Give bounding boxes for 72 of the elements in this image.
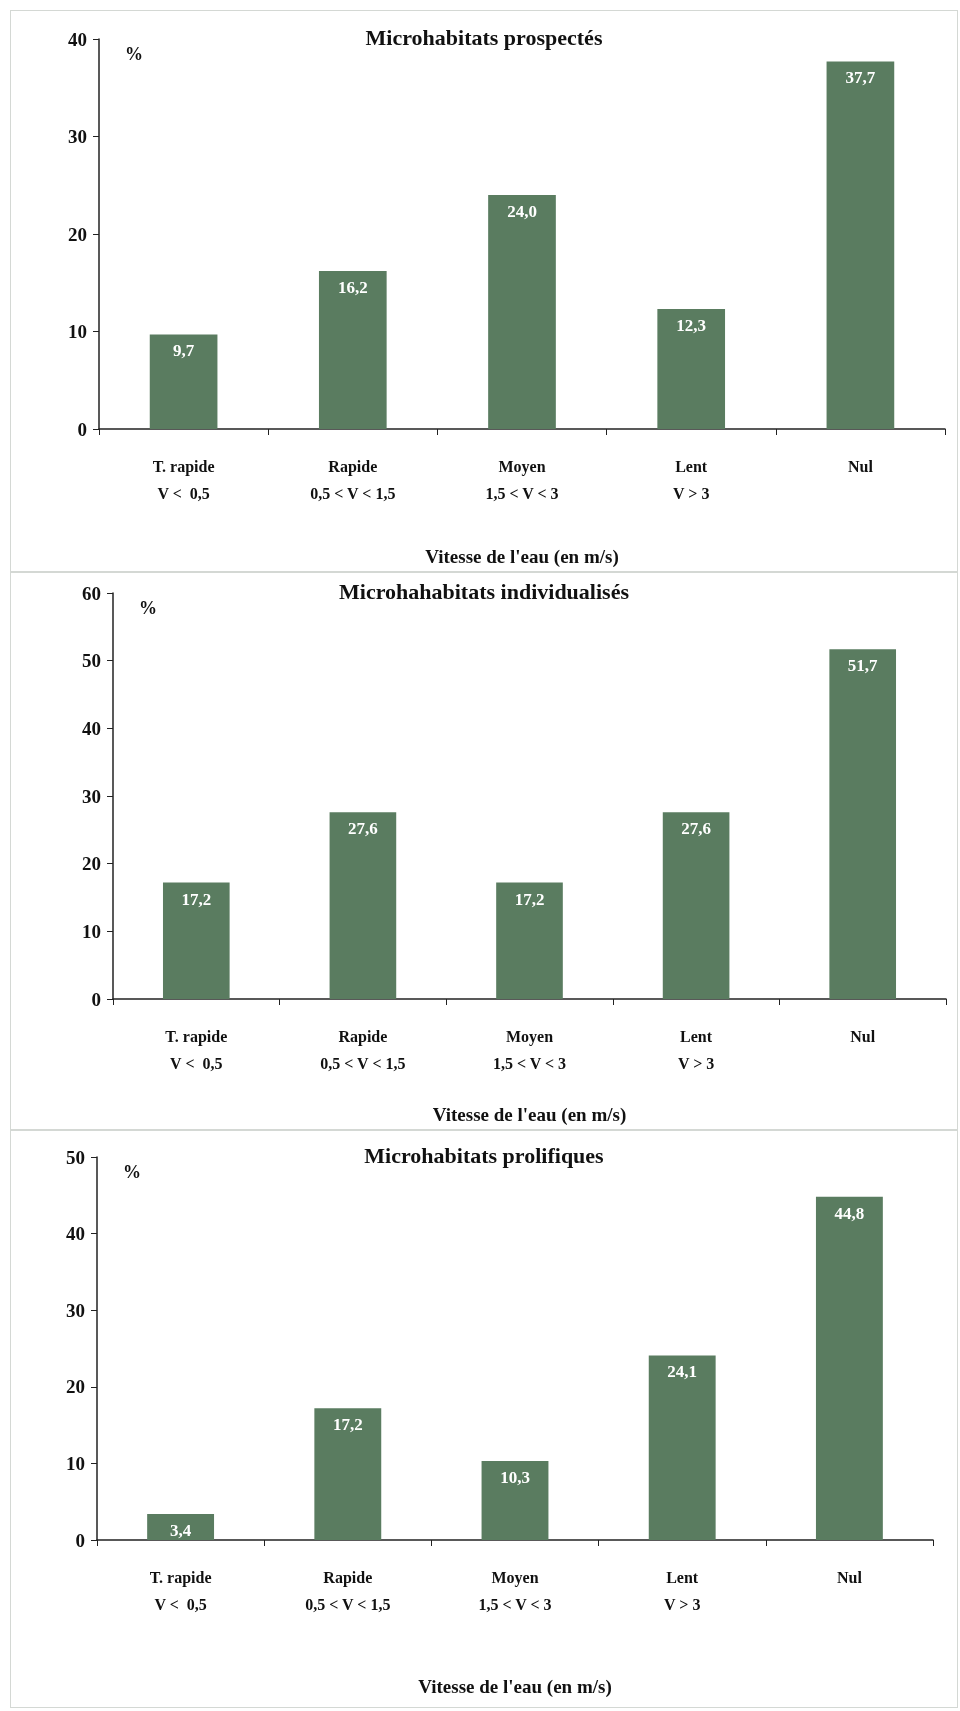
chart-title: Microhabitats prolifiques [364, 1142, 605, 1168]
bar [318, 271, 387, 429]
x-tick-label: Lent V > 3 [677, 1028, 715, 1072]
x-tick-label: Nul [847, 458, 874, 475]
x-tick-label: Moyen 1,5 < V < 3 [492, 1028, 567, 1072]
data-label: 51,7 [847, 656, 879, 676]
y-tick-label: 50 [66, 1146, 85, 1168]
y-tick-label: 30 [66, 1299, 85, 1321]
bar [488, 195, 556, 429]
y-tick-label: 0 [75, 1529, 85, 1551]
data-label: 24,1 [667, 1362, 698, 1382]
x-tick-label: Moyen 1,5 < V < 3 [478, 1569, 552, 1613]
bar [147, 1513, 215, 1540]
y-tick-label: 20 [68, 223, 87, 245]
data-label: 27,6 [681, 819, 711, 839]
data-label: 9,7 [172, 341, 195, 361]
bar [826, 61, 895, 429]
bar [648, 1355, 716, 1540]
data-label: 17,2 [181, 889, 212, 909]
x-axis-title: Vitesse de l'eau (en m/s) [418, 1676, 612, 1698]
y-tick-label: 20 [66, 1376, 85, 1398]
data-label: 3,4 [169, 1520, 192, 1540]
y-tick-label: 30 [82, 785, 101, 807]
y-tick-label: 40 [66, 1223, 85, 1245]
x-tick-label: Moyen 1,5 < V < 3 [485, 458, 559, 502]
data-label: 24,0 [507, 202, 537, 221]
bar [481, 1461, 549, 1540]
y-axis-title: % [125, 44, 143, 64]
x-tick-label: Rapide 0,5 < V < 1,5 [320, 1028, 406, 1072]
bar [329, 812, 397, 999]
y-tick-label: 10 [82, 920, 101, 942]
y-tick-label: 40 [68, 28, 87, 50]
x-tick-label: T. rapide V < 0,5 [149, 1569, 212, 1613]
y-tick-label: 40 [82, 717, 101, 739]
y-tick-label: 0 [77, 418, 87, 440]
chart-title: Microhabitats prospectés [365, 24, 603, 50]
y-tick-label: 20 [82, 853, 101, 875]
y-axis-title: % [123, 1162, 141, 1182]
y-axis-title: % [139, 598, 157, 618]
x-axis-title: Vitesse de l'eau (en m/s) [425, 546, 619, 568]
bar [496, 882, 563, 999]
bar [829, 649, 897, 999]
x-tick-label: Nul [850, 1028, 876, 1045]
y-tick-label: 60 [82, 582, 101, 604]
chart-title: Microhahabitats individualisés [339, 578, 630, 604]
x-tick-label: Rapide 0,5 < V < 1,5 [310, 458, 396, 502]
data-label: 17,2 [514, 889, 545, 909]
data-label: 16,2 [337, 278, 368, 298]
data-label: 37,7 [845, 68, 876, 88]
bar [657, 309, 726, 429]
x-tick-label: T. rapide V < 0,5 [165, 1028, 228, 1072]
x-tick-label: Lent V > 3 [664, 1569, 701, 1613]
y-tick-label: 0 [91, 988, 101, 1010]
y-tick-label: 30 [68, 126, 87, 147]
bar [162, 882, 230, 999]
x-tick-label: Lent V > 3 [673, 458, 710, 502]
x-tick-label: Nul [836, 1569, 863, 1586]
data-label: 27,6 [348, 819, 378, 839]
bar [149, 334, 218, 429]
bar [314, 1408, 382, 1540]
x-tick-label: T. rapide V < 0,5 [152, 458, 215, 502]
data-label: 17,2 [332, 1415, 363, 1435]
data-label: 44,8 [834, 1203, 865, 1223]
bar [662, 812, 730, 999]
y-tick-label: 10 [66, 1452, 85, 1474]
bar [815, 1196, 883, 1540]
x-tick-label: Rapide 0,5 < V < 1,5 [305, 1569, 391, 1613]
y-tick-label: 10 [68, 321, 87, 342]
data-label: 12,3 [676, 316, 707, 336]
data-label: 10,3 [500, 1468, 530, 1488]
y-tick-label: 50 [82, 650, 101, 672]
x-axis-title: Vitesse de l'eau (en m/s) [432, 1104, 627, 1126]
